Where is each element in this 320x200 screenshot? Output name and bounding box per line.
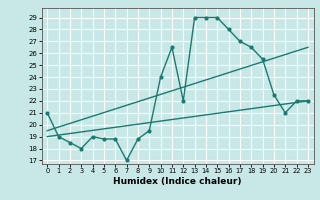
X-axis label: Humidex (Indice chaleur): Humidex (Indice chaleur) [113,177,242,186]
